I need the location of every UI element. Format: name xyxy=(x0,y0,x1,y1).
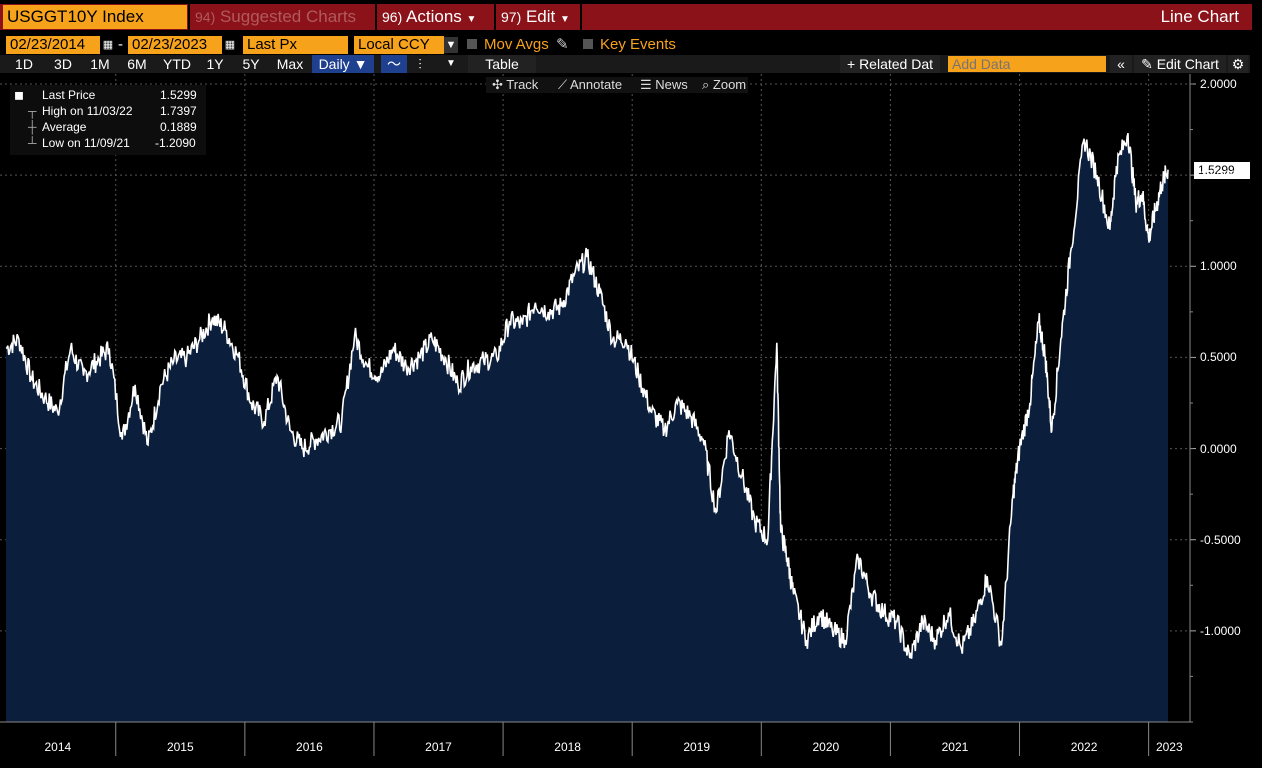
range-button-1d[interactable]: 1D xyxy=(15,56,33,72)
y-tick-label: -0.5000 xyxy=(1200,532,1241,547)
currency-select[interactable]: Local CCY xyxy=(354,36,444,54)
suggested-charts-label: Suggested Charts xyxy=(219,7,357,26)
y-tick-label: -1.0000 xyxy=(1200,623,1241,638)
chevron-down-icon: ▼ xyxy=(466,14,477,25)
gear-icon[interactable]: ⚙ xyxy=(1228,55,1248,73)
x-tick-label: 2021 xyxy=(941,740,969,754)
edit-chart-label: Edit Chart xyxy=(1156,56,1219,72)
legend-low-label: Low on 11/09/21 xyxy=(42,136,130,150)
range-button-1m[interactable]: 1M xyxy=(90,56,110,72)
key-events-checkbox[interactable] xyxy=(583,39,593,49)
x-tick-label: 2023 xyxy=(1155,740,1183,754)
y-tick-label: 2.0000 xyxy=(1200,77,1237,91)
price-line xyxy=(5,133,1169,659)
periodicity-label: Daily xyxy=(318,56,350,72)
menu-number: 94) xyxy=(195,9,216,25)
chevron-down-icon: ▼ xyxy=(560,14,570,25)
header-bar xyxy=(0,4,1252,30)
last-price-tag: 1.5299 xyxy=(1194,161,1250,179)
price-area xyxy=(6,133,1168,722)
x-tick-label: 2020 xyxy=(812,740,840,754)
legend-last-label: Last Price xyxy=(42,88,96,102)
edit-chart-button[interactable]: ✎ Edit Chart xyxy=(1134,55,1226,73)
chart-toolbar xyxy=(486,77,748,93)
annotate-label: Annotate xyxy=(570,77,623,92)
suggested-charts-button[interactable]: 94) Suggested Charts xyxy=(191,4,373,30)
divider xyxy=(188,4,190,30)
legend-avg-value: 0.1889 xyxy=(160,120,197,134)
news-button[interactable]: ☰ News xyxy=(640,77,688,92)
x-tick-label: 2018 xyxy=(554,740,581,754)
start-date-input[interactable]: 02/23/2014 xyxy=(6,36,100,54)
legend-avg-label: Average xyxy=(42,120,87,134)
collapse-icon[interactable]: « xyxy=(1110,55,1132,73)
range-button-ytd[interactable]: YTD xyxy=(163,56,191,72)
actions-button[interactable]: 96) Actions ▼ xyxy=(378,4,493,30)
legend-last-value: 1.5299 xyxy=(160,88,197,102)
ticker-field[interactable]: USGGT10Y Index xyxy=(3,5,187,29)
x-tick-label: 2017 xyxy=(425,740,452,754)
mov-avgs-checkbox[interactable] xyxy=(467,39,477,49)
average-icon: ┼ xyxy=(28,120,37,134)
x-tick-label: 2016 xyxy=(296,740,323,754)
chart-area[interactable] xyxy=(0,74,1262,768)
chevron-down-icon[interactable]: ▼ xyxy=(446,58,456,69)
track-button[interactable]: ✣ Track xyxy=(492,77,539,92)
add-data-input[interactable] xyxy=(948,56,1106,72)
x-tick-label: 2022 xyxy=(1070,740,1098,754)
range-button-5y[interactable]: 5Y xyxy=(242,56,260,72)
legend-marker-icon: ◼ xyxy=(14,88,24,102)
pencil-icon: ✎ xyxy=(1141,56,1153,72)
legend-high-label: High on 11/03/22 xyxy=(42,104,133,118)
high-icon: ┬ xyxy=(28,104,37,118)
track-label: Track xyxy=(506,77,539,92)
y-tick-label: 0.0000 xyxy=(1200,441,1237,456)
low-icon: ┴ xyxy=(28,136,37,150)
legend-high-value: 1.7397 xyxy=(160,104,197,118)
calendar-icon[interactable]: ▦ xyxy=(102,39,114,51)
y-tick-label: 0.5000 xyxy=(1200,350,1237,365)
chevron-down-icon[interactable]: ▼ xyxy=(444,37,458,53)
x-tick-label: 2019 xyxy=(683,740,711,754)
x-tick-label: 2015 xyxy=(166,740,194,754)
news-label: News xyxy=(655,77,688,92)
end-date-input[interactable]: 02/23/2023 xyxy=(128,36,222,54)
range-button-max[interactable]: Max xyxy=(276,56,304,72)
related-data-button[interactable]: + Related Dat xyxy=(840,55,940,73)
zoom-label: Zoom xyxy=(712,77,747,92)
date-separator: - xyxy=(118,36,123,53)
table-button[interactable]: Table xyxy=(468,55,536,73)
zoom-button[interactable]: ⌕ Zoom xyxy=(702,77,747,92)
divider xyxy=(494,4,496,30)
menu-number: 96) xyxy=(382,9,403,25)
calendar-icon[interactable]: ▦ xyxy=(224,39,236,51)
mov-avgs-label[interactable]: Mov Avgs xyxy=(484,36,549,53)
line-chart-icon[interactable]: 〜 xyxy=(381,55,407,73)
chevron-down-icon: ▼ xyxy=(353,56,368,72)
range-button-3d[interactable]: 3D xyxy=(54,56,72,72)
edit-button[interactable]: 97) Edit ▼ xyxy=(497,4,579,30)
actions-label: Actions xyxy=(406,7,462,26)
pencil-icon[interactable]: ✎ xyxy=(556,36,569,53)
legend-low-value: -1.2090 xyxy=(155,136,196,150)
chart-type-label[interactable]: Line Chart xyxy=(1160,7,1239,26)
periodicity-select[interactable]: Daily ▼ xyxy=(312,55,374,73)
y-tick-label: 1.5000 xyxy=(1200,168,1237,183)
x-tick-label: 2014 xyxy=(44,740,72,754)
range-button-1y[interactable]: 1Y xyxy=(206,56,224,72)
legend: ◼ Last Price 1.5299 ┬ High on 11/03/22 1… xyxy=(10,85,206,155)
bar-type-icon[interactable]: ⫶ xyxy=(418,56,422,72)
annotate-button[interactable]: ⟋ Annotate xyxy=(558,77,623,92)
menu-number: 97) xyxy=(501,9,522,25)
key-events-label[interactable]: Key Events xyxy=(600,36,676,53)
field-select[interactable]: Last Px xyxy=(243,36,348,54)
edit-label: Edit xyxy=(525,7,556,26)
y-tick-label: 1.0000 xyxy=(1200,259,1237,274)
divider xyxy=(580,4,582,30)
divider xyxy=(375,4,377,30)
range-button-6m[interactable]: 6M xyxy=(127,56,147,72)
